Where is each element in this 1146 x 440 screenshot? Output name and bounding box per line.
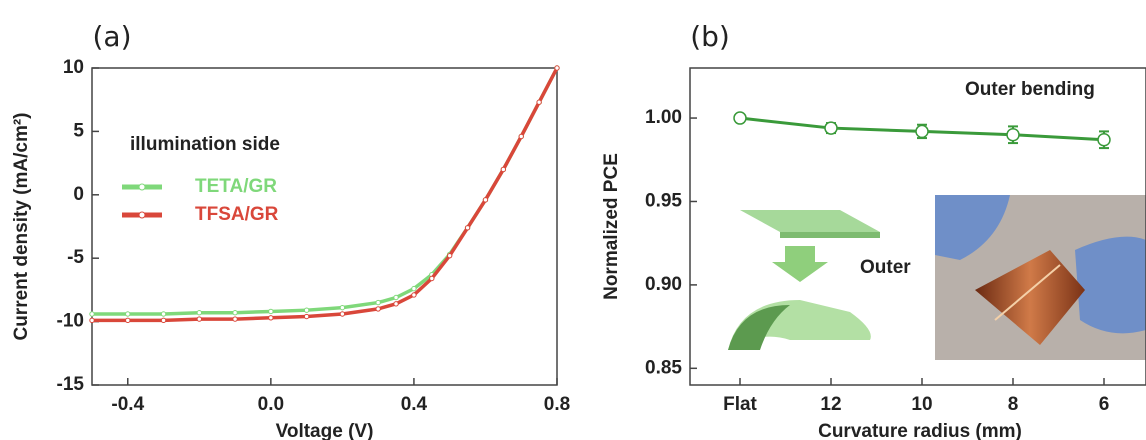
legend-marker [138, 183, 146, 191]
series-line [92, 67, 559, 316]
legend-label: TFSA/GR [195, 204, 279, 225]
marker [411, 292, 417, 298]
y-tick-label: -15 [57, 374, 85, 395]
x-tick-label: 0.8 [544, 394, 570, 415]
y-tick-label: 0.90 [645, 274, 682, 295]
marker [464, 225, 471, 231]
marker [518, 133, 524, 140]
y-axis-label: Current density (mA/cm²) [11, 112, 32, 340]
y-tick-label: 0.85 [645, 357, 682, 378]
marker [339, 304, 346, 311]
y-tick-label: -10 [57, 311, 84, 332]
x-tick-label: -0.4 [111, 394, 144, 415]
marker [89, 317, 95, 324]
y-tick-label: 5 [73, 120, 84, 141]
marker [232, 316, 238, 322]
marker [160, 311, 167, 317]
marker [446, 252, 453, 259]
marker [915, 124, 929, 139]
marker [125, 317, 131, 324]
x-axis-label: Curvature radius (mm) [818, 421, 1022, 440]
marker [196, 316, 203, 322]
legend-title: illumination side [130, 134, 280, 155]
x-tick-label: 0.4 [401, 394, 428, 415]
marker [303, 307, 310, 313]
marker [375, 306, 381, 312]
annotation: Outer bending [965, 79, 1095, 100]
marker [1097, 132, 1111, 147]
marker [393, 294, 399, 301]
marker [196, 310, 203, 316]
marker [268, 315, 274, 321]
inset-label: Outer [860, 257, 911, 278]
marker [411, 285, 417, 292]
y-tick-label: 0.95 [645, 190, 682, 211]
y-tick-label: 0 [73, 184, 84, 205]
y-tick-label: 1.00 [645, 107, 682, 128]
marker [339, 311, 346, 317]
marker [393, 301, 399, 307]
marker [89, 311, 95, 317]
photo-inset [935, 195, 1146, 360]
plot-frame [689, 67, 1146, 386]
x-axis-label: Voltage (V) [276, 421, 374, 440]
x-tick-label: Flat [723, 394, 757, 415]
marker [268, 308, 274, 315]
x-tick-label: 10 [911, 394, 932, 415]
y-axis-label: Normalized PCE [601, 153, 622, 300]
marker [1006, 127, 1020, 142]
plot-frame [91, 67, 558, 386]
y-tick-label: 10 [63, 57, 84, 78]
series-line [92, 67, 559, 323]
y-tick-label: -5 [67, 247, 84, 268]
marker [125, 311, 131, 317]
x-tick-label: 12 [820, 394, 841, 415]
panel-label: (b) [690, 20, 730, 53]
legend-label: TETA/GR [195, 176, 277, 197]
marker [375, 299, 381, 306]
marker [429, 275, 435, 282]
legend-marker [138, 211, 146, 219]
marker [160, 317, 167, 324]
marker [303, 313, 310, 320]
marker [232, 310, 238, 316]
marker [554, 65, 560, 71]
panel-label: (a) [92, 20, 131, 53]
x-tick-label: 6 [1099, 394, 1110, 415]
marker [482, 197, 489, 203]
marker [824, 121, 838, 135]
bending-illustration [728, 210, 880, 350]
marker [500, 166, 507, 173]
marker [733, 111, 747, 125]
x-tick-label: 8 [1008, 394, 1019, 415]
x-tick-label: 0.0 [258, 394, 284, 415]
marker [536, 99, 542, 105]
